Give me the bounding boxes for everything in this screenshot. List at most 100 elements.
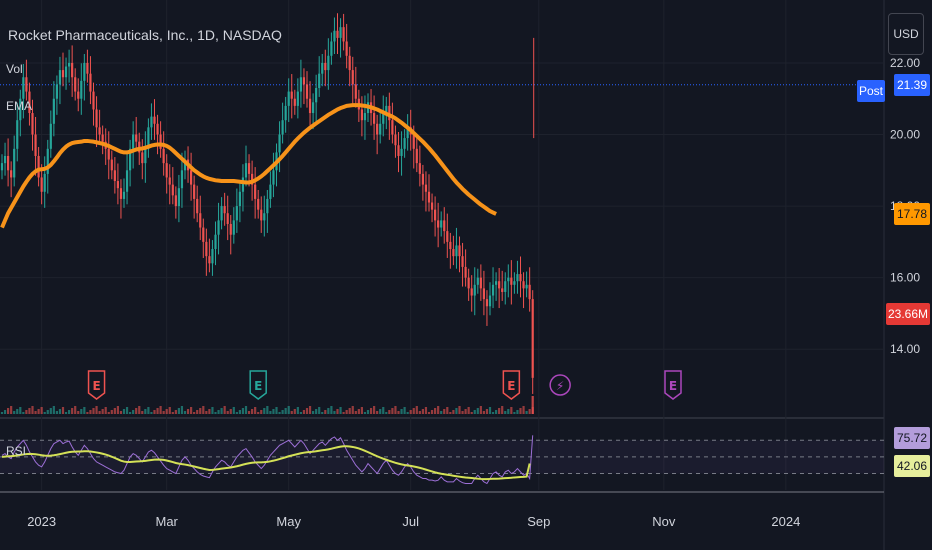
volume-bar xyxy=(415,406,418,414)
volume-bar xyxy=(110,410,113,414)
volume-bar xyxy=(226,411,229,414)
volume-bar xyxy=(290,411,293,414)
volume-bar xyxy=(382,407,385,414)
volume-bar xyxy=(357,409,360,414)
candle-body xyxy=(68,62,71,67)
candle-body xyxy=(269,184,272,199)
candle-body xyxy=(92,91,95,110)
volume-bar xyxy=(229,409,232,414)
candle-body xyxy=(211,249,214,264)
candle-body xyxy=(116,181,119,189)
volume-bar xyxy=(330,406,333,414)
volume-bar xyxy=(519,408,522,414)
candle-body xyxy=(525,284,528,289)
volume-bar xyxy=(10,406,13,414)
candle-body xyxy=(156,123,159,135)
volume-bar xyxy=(217,410,220,414)
candle-body xyxy=(71,62,74,78)
volume-bar xyxy=(333,411,336,414)
currency-button[interactable]: USD xyxy=(888,13,924,55)
candle-body xyxy=(473,284,476,296)
volume-bar xyxy=(455,408,458,414)
volume-bar xyxy=(278,412,281,414)
candle-body xyxy=(336,30,339,38)
price-tag-volume: 23.66M xyxy=(886,303,930,325)
volume-bar xyxy=(68,410,71,414)
candle-body xyxy=(360,109,363,121)
volume-bar xyxy=(144,409,147,414)
candle-body xyxy=(531,299,534,378)
candle-body xyxy=(324,62,327,71)
candle-body xyxy=(342,27,345,42)
candle-body xyxy=(345,41,348,56)
candle-body xyxy=(208,256,211,264)
volume-bar xyxy=(77,411,80,414)
candle-body xyxy=(504,281,507,292)
candle-body xyxy=(464,266,467,278)
volume-bar xyxy=(427,412,431,414)
candle-body xyxy=(52,98,55,124)
volume-bar xyxy=(64,412,68,414)
volume-bar xyxy=(58,409,62,414)
candle-body xyxy=(440,220,443,228)
candle-body xyxy=(455,245,458,257)
ema-indicator-label[interactable]: EMA xyxy=(6,99,33,113)
volume-bar xyxy=(452,410,455,414)
volume-bar xyxy=(446,407,449,414)
candle-body xyxy=(13,148,16,178)
volume-bar xyxy=(257,412,260,414)
volume-bar xyxy=(525,411,528,414)
candle-body xyxy=(446,231,449,242)
candle-body xyxy=(235,206,238,221)
volume-bar xyxy=(287,406,290,414)
candle-body xyxy=(519,274,522,282)
candle-body xyxy=(22,77,25,99)
candle-body xyxy=(382,113,385,124)
candle-body xyxy=(214,234,217,250)
candle-body xyxy=(403,138,406,149)
volume-bar xyxy=(83,407,86,414)
volume-bar xyxy=(318,407,321,414)
volume-bar xyxy=(400,409,403,414)
volume-indicator-label[interactable]: Vol xyxy=(6,62,23,76)
volume-bar xyxy=(113,408,116,414)
volume-bar xyxy=(498,408,501,414)
volume-bar xyxy=(162,411,165,414)
volume-bar xyxy=(421,409,424,414)
candle-body xyxy=(488,295,492,307)
candle-body xyxy=(251,173,254,185)
volume-bar xyxy=(327,408,330,414)
volume-bar xyxy=(473,410,476,414)
split-event-marker xyxy=(549,374,571,396)
candle-body xyxy=(25,77,28,92)
volume-bar xyxy=(315,409,318,414)
volume-bar xyxy=(434,408,437,414)
candle-body xyxy=(302,77,306,85)
volume-bar xyxy=(284,408,287,414)
earnings-event-marker xyxy=(664,370,682,400)
volume-bar xyxy=(369,408,373,414)
rsi-line xyxy=(1,435,534,485)
candle-body xyxy=(110,159,113,171)
rsi-indicator-label[interactable]: RSI xyxy=(6,444,27,458)
y-tick-label: 20.00 xyxy=(890,128,920,142)
candle-body xyxy=(180,170,184,189)
price-tag-current: 21.39 xyxy=(894,73,930,96)
volume-bar xyxy=(293,409,296,414)
candle-body xyxy=(220,206,223,221)
volume-bar xyxy=(177,408,180,414)
volume-bar xyxy=(71,408,74,414)
candle-body xyxy=(55,84,58,99)
volume-bar xyxy=(28,408,31,414)
candle-body xyxy=(315,87,318,103)
volume-bar xyxy=(129,412,132,414)
volume-bar xyxy=(235,412,238,414)
candle-body xyxy=(135,134,138,142)
volume-bar xyxy=(40,407,43,414)
symbol-title[interactable]: Rocket Pharmaceuticals, Inc., 1D, NASDAQ xyxy=(8,27,282,43)
x-tick-label: 2023 xyxy=(27,514,56,529)
volume-bar xyxy=(464,409,467,414)
candle-body xyxy=(46,148,49,174)
candle-body xyxy=(159,134,162,149)
